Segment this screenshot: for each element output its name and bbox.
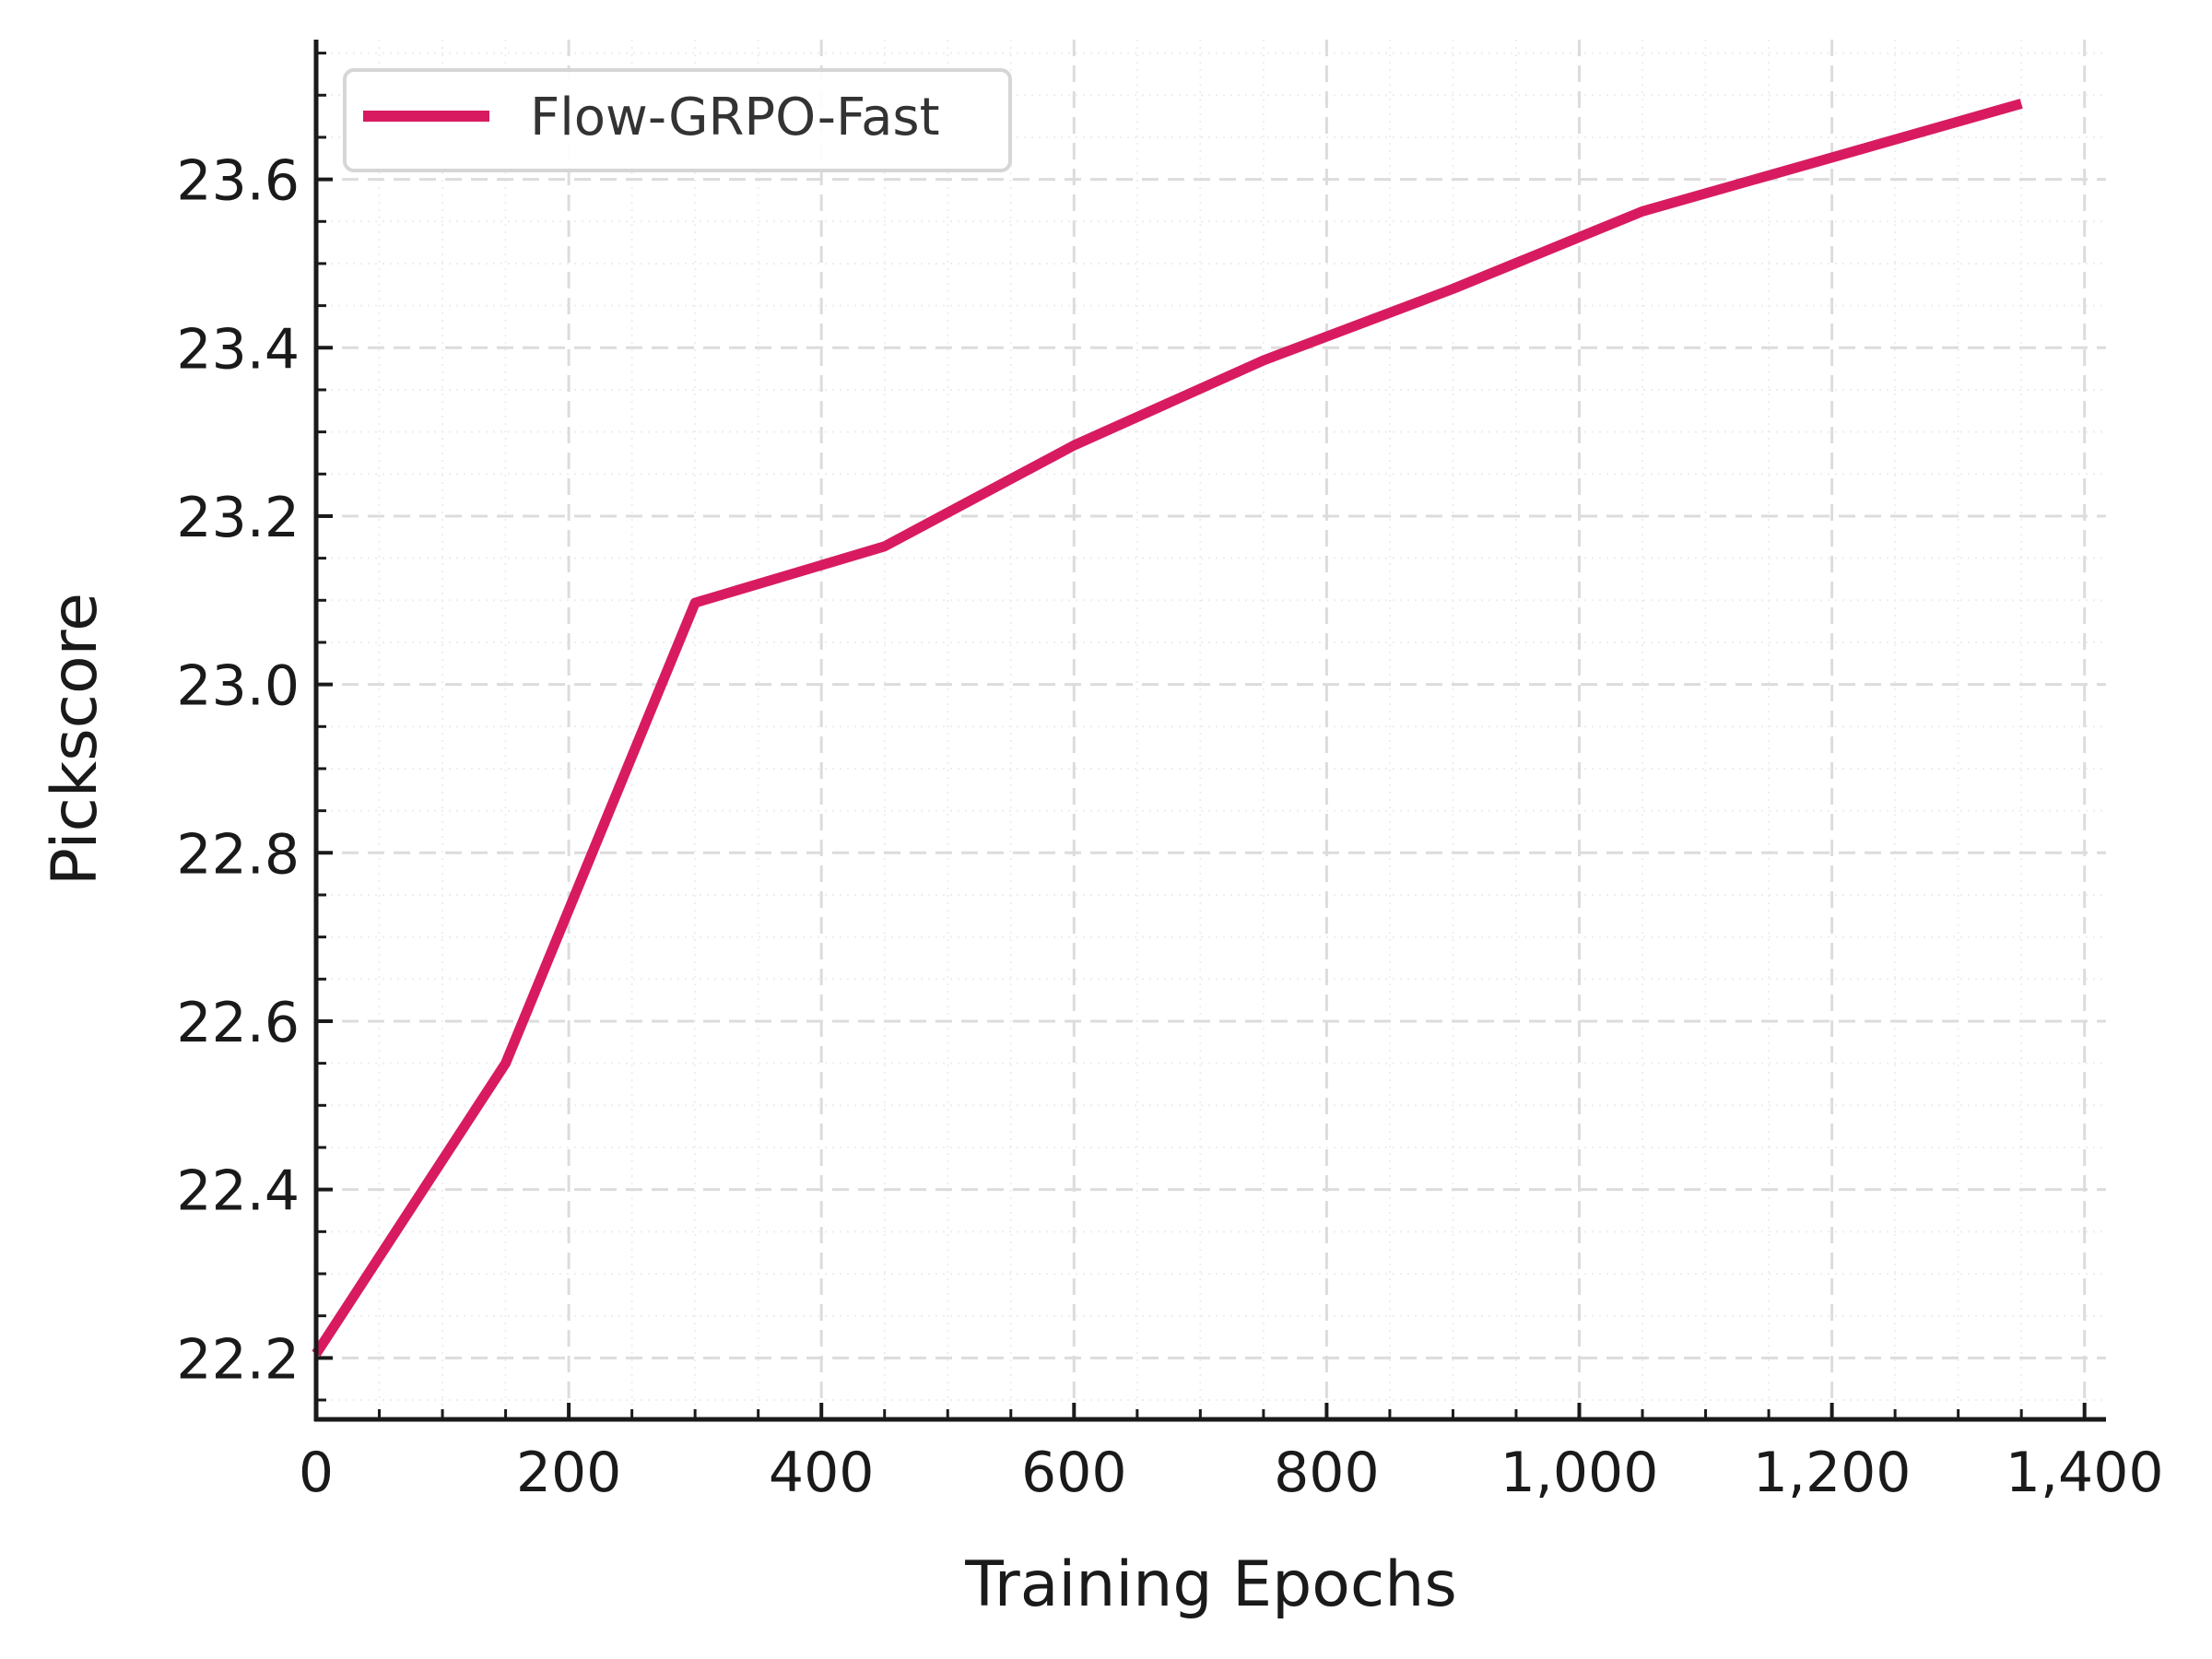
y-tick-label: 22.2 xyxy=(176,1327,300,1392)
x-tick-label: 800 xyxy=(1274,1441,1380,1505)
series-line-flow-grpo-fast xyxy=(312,99,2023,1357)
y-axis-label: Pickscore xyxy=(39,593,112,886)
legend: Flow-GRPO-Fast xyxy=(343,68,1012,172)
x-tick-label: 1,400 xyxy=(2006,1441,2164,1505)
y-tick-label: 23.4 xyxy=(176,317,300,382)
y-tick-label: 22.4 xyxy=(176,1159,300,1224)
x-tick-label: 0 xyxy=(299,1441,334,1505)
y-tick-label: 22.8 xyxy=(176,822,300,887)
x-tick-label: 200 xyxy=(516,1441,622,1505)
major-grid xyxy=(316,40,2106,1419)
x-tick-label: 1,200 xyxy=(1753,1441,1912,1505)
y-tick-label: 23.2 xyxy=(176,486,300,550)
x-axis-ticks: 0 200 400 600 800 1,000 1,200 1,400 xyxy=(299,1403,2164,1505)
y-tick-label: 22.6 xyxy=(176,991,300,1055)
y-tick-label: 23.0 xyxy=(176,654,300,719)
legend-box xyxy=(343,68,1012,172)
series-layer xyxy=(312,99,2023,1357)
legend-label: Flow-GRPO-Fast xyxy=(530,88,940,147)
x-tick-label: 400 xyxy=(769,1441,875,1505)
x-tick-label: 600 xyxy=(1021,1441,1127,1505)
axes xyxy=(313,40,2106,1422)
x-axis-label: Training Epochs xyxy=(964,1548,1457,1621)
minor-grid xyxy=(316,40,2106,1419)
y-tick-label: 23.6 xyxy=(176,149,300,214)
x-tick-label: 1,000 xyxy=(1500,1441,1659,1505)
y-axis-ticks: 22.2 22.4 22.6 22.8 23.0 23.2 23.4 23.6 xyxy=(176,52,333,1402)
